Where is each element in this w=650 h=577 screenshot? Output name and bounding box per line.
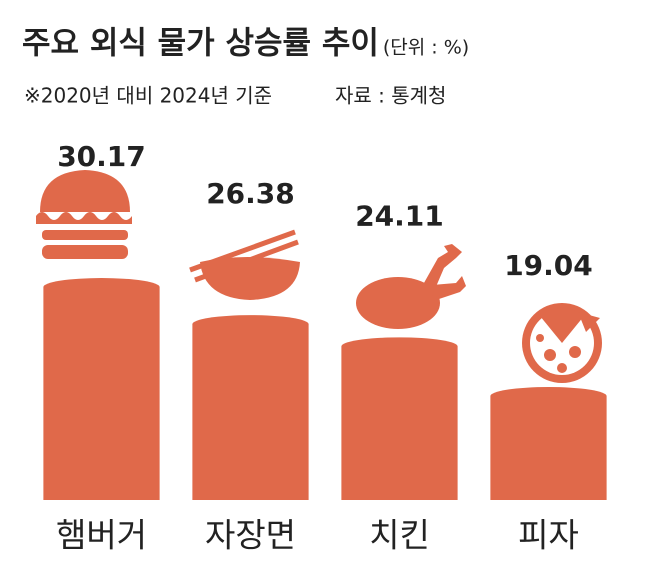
bar [341, 337, 458, 500]
subtitle: ※2020년 대비 2024년 기준 [24, 84, 272, 108]
bar [490, 387, 607, 500]
bowl-icon [189, 229, 300, 300]
x-tick-label: 햄버거 [56, 516, 147, 555]
value-label: 24.11 [355, 199, 444, 232]
x-tick-label: 자장면 [205, 516, 296, 555]
value-label: 30.17 [57, 140, 146, 173]
value-label: 26.38 [206, 177, 295, 210]
value-label: 19.04 [504, 249, 593, 282]
burger-icon [36, 170, 132, 259]
unit-label: (단위 : %) [383, 37, 469, 59]
bar [192, 315, 309, 500]
x-tick-label: 피자 [518, 516, 579, 555]
bar [43, 278, 160, 500]
source: 자료 : 통계청 [335, 84, 446, 108]
pizza-icon [522, 303, 602, 383]
x-tick-label: 치킨 [369, 516, 430, 555]
chart-title: 주요 외식 물가 상승률 추이 [22, 26, 379, 62]
chicken-icon [356, 244, 466, 329]
